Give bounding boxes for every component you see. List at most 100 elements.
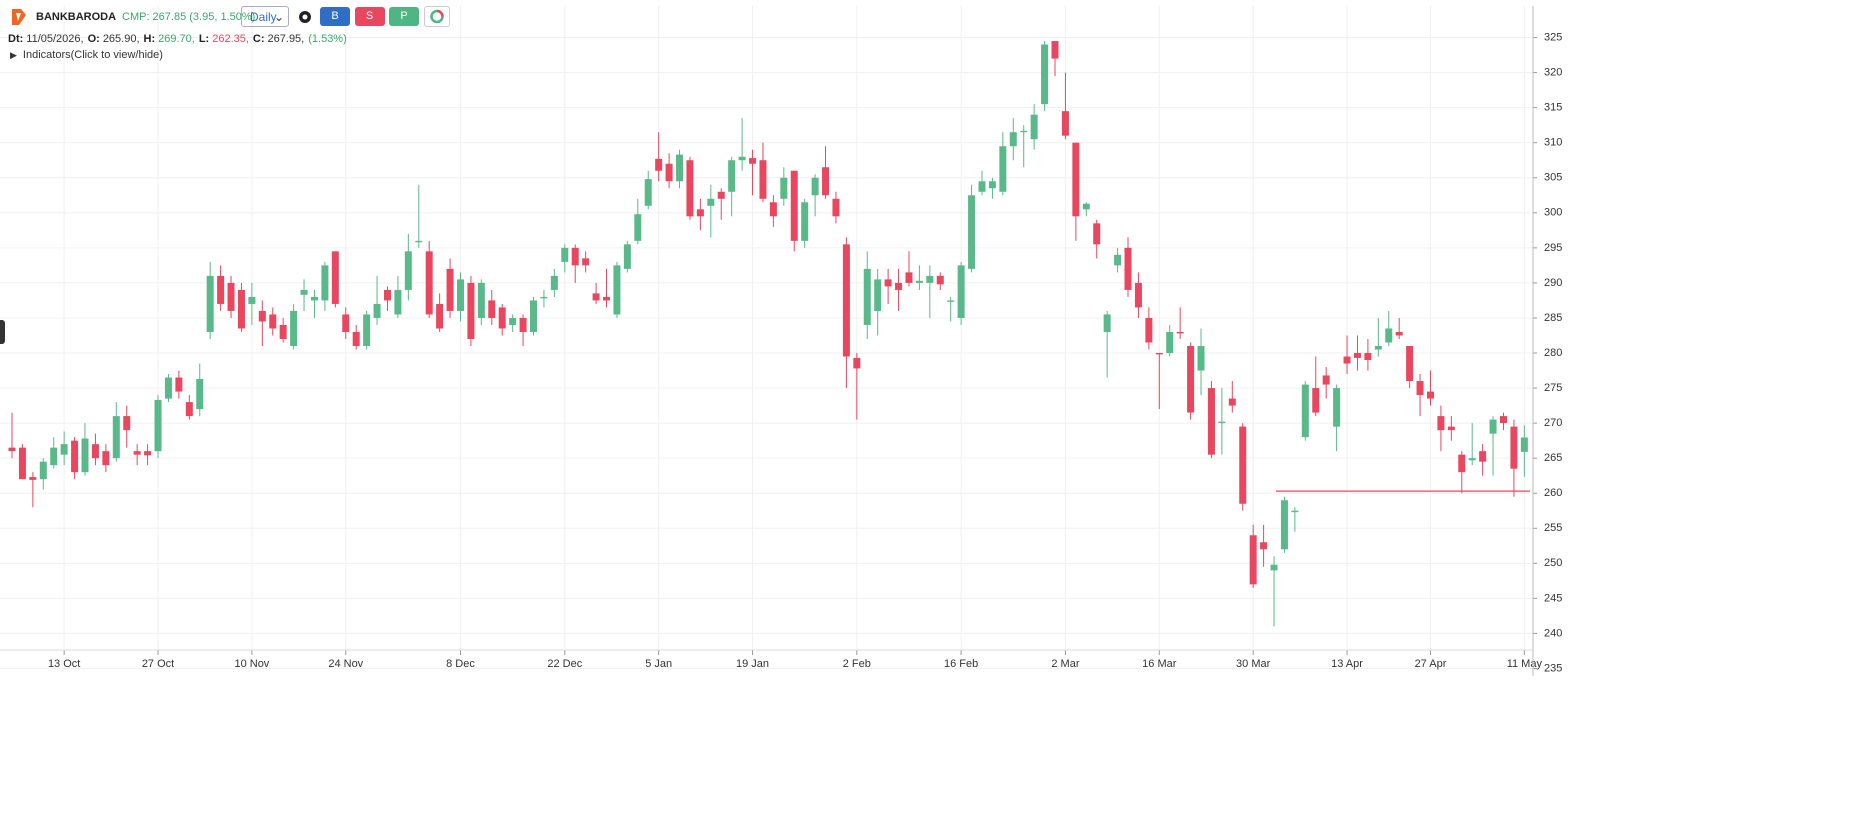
candle-body — [8, 447, 16, 452]
x-tick-label: 8 Dec — [446, 658, 475, 670]
candle-body — [863, 268, 871, 325]
y-tick-label: 245 — [1544, 592, 1562, 604]
candle-body — [467, 282, 475, 339]
candle-body — [1520, 437, 1528, 452]
candle-body — [613, 265, 621, 315]
candle-body — [1020, 130, 1028, 133]
candle-body — [968, 195, 976, 269]
info-label: C: — [252, 33, 265, 45]
x-tick-label: 27 Apr — [1415, 658, 1447, 670]
candle-body — [550, 275, 558, 290]
interval-select[interactable]: Daily ⌄ — [241, 6, 289, 27]
candle-body — [1270, 564, 1278, 571]
candle-body — [634, 214, 642, 241]
info-change: (1.53%) — [308, 33, 347, 45]
candle-body — [759, 160, 767, 199]
candle-body — [717, 191, 725, 199]
indicators-label: Indicators(Click to view/hide) — [22, 49, 163, 61]
candle-body — [895, 282, 903, 290]
candle-body — [874, 279, 882, 311]
ohlc-info: Dt: 11/05/2026, O: 265.90, H: 269.70, L: 262.35… — [8, 33, 347, 45]
x-tick-label: 5 Jan — [645, 658, 672, 670]
candle-body — [373, 303, 381, 318]
settings-icon[interactable] — [297, 9, 313, 25]
candle-body — [436, 303, 444, 329]
candle-body — [1166, 331, 1174, 354]
candle-body — [1134, 282, 1142, 308]
candle-body — [498, 307, 506, 329]
info-value: 265.90, — [102, 33, 140, 45]
candle-body — [123, 416, 131, 431]
candle-body — [769, 202, 777, 217]
candle-body — [978, 181, 986, 192]
chart-type-button[interactable] — [424, 6, 450, 27]
candle-body — [144, 451, 152, 456]
candle-body — [248, 296, 256, 304]
candle-body — [1260, 542, 1268, 550]
candle-body — [592, 293, 600, 301]
logo — [12, 9, 26, 25]
x-tick-label: 13 Apr — [1331, 658, 1363, 670]
candle-body — [310, 296, 318, 301]
candle-body — [290, 310, 298, 346]
x-tick-label: 19 Jan — [736, 658, 769, 670]
candle-body — [530, 300, 537, 332]
candle-body — [1416, 381, 1424, 396]
candle-body — [1406, 346, 1414, 382]
candle-body — [446, 268, 454, 311]
candle-body — [926, 275, 934, 283]
candle-body — [1280, 500, 1288, 550]
candle-body — [1489, 419, 1497, 434]
candle-body — [415, 240, 423, 243]
order-button[interactable]: P — [389, 7, 419, 26]
candle-body — [1312, 388, 1320, 413]
candle-body — [519, 317, 527, 332]
candle-body — [1447, 426, 1455, 431]
candle-body — [237, 289, 245, 329]
order-button[interactable]: S — [354, 7, 385, 26]
candle-body — [383, 289, 391, 301]
candle-body — [936, 275, 944, 285]
y-tick-label: 305 — [1544, 172, 1562, 184]
y-tick-label: 295 — [1544, 242, 1562, 254]
candle-body — [1239, 426, 1247, 504]
candle-body — [1499, 416, 1507, 424]
candle-body — [217, 275, 225, 304]
candle-body — [1187, 346, 1195, 413]
order-button[interactable]: B — [320, 7, 350, 26]
info-value: 267.95, — [267, 33, 305, 45]
candle-body — [915, 280, 923, 283]
candle-body — [696, 209, 704, 217]
cmp: CMP: 267.85 (3.95, 1.50%) — [122, 11, 256, 23]
candle-body — [321, 265, 329, 301]
side-tab[interactable] — [0, 320, 5, 344]
info-value: 269.70, — [158, 33, 195, 45]
candle-body — [676, 154, 684, 182]
candle-body — [811, 177, 819, 196]
candle-body — [1041, 44, 1049, 105]
candle-body — [884, 279, 892, 287]
candle-body — [206, 275, 214, 332]
candle-body — [342, 314, 350, 332]
candle-body — [1374, 346, 1382, 350]
candle-body — [749, 158, 757, 164]
candle-body — [1249, 535, 1257, 585]
candle-body — [822, 167, 830, 196]
y-tick-label: 310 — [1544, 137, 1562, 149]
indicators-toggle[interactable]: ▶ Indicators(Click to view/hide) — [10, 49, 163, 61]
candle-body — [1218, 421, 1226, 424]
x-tick-label: 16 Feb — [944, 658, 978, 670]
x-tick-label: 22 Dec — [547, 658, 582, 670]
candle-body — [832, 198, 840, 217]
candle-body — [561, 247, 569, 262]
candle-body — [665, 163, 673, 182]
candle-body — [50, 447, 58, 466]
x-tick-label: 10 Nov — [234, 658, 269, 670]
y-tick-label: 315 — [1544, 102, 1562, 114]
candle-body — [1114, 254, 1122, 266]
candle-body — [1426, 391, 1434, 399]
candle-body — [164, 377, 172, 399]
candle-body — [227, 282, 235, 311]
candle-body — [488, 300, 496, 318]
